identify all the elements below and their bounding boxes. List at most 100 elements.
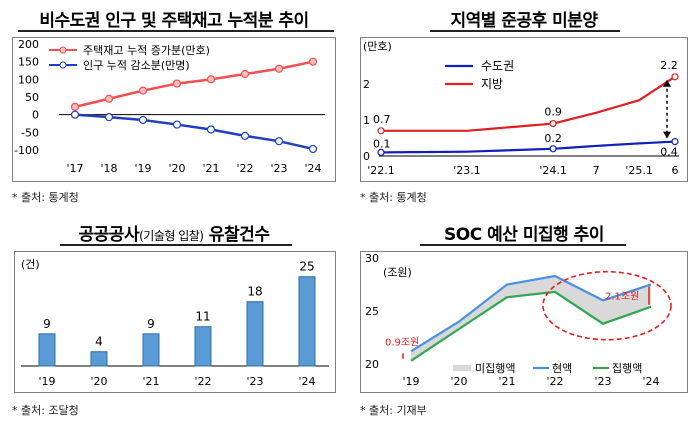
panel-soc-budget: SOC 예산 미집행 추이 30 25 20 (조원) '19 '20 '21 '22 '23 '… [350, 212, 700, 425]
data-point [104, 94, 114, 103]
bar-'21 [142, 333, 160, 367]
panel-failed-bids: 공공공사(기술형 입찰) 유찰건수 (건) 9 '19 4 '20 9 '21 11 '22 18… [0, 212, 350, 425]
bar-value-label: 18 [247, 285, 262, 299]
gap-arrow-head-down [663, 131, 671, 139]
panel2-source: * 출처: 통계청 [360, 191, 427, 204]
legend-label: 집행액 [612, 362, 642, 375]
bar-value-label: 25 [299, 260, 314, 274]
series-line-1 [381, 75, 676, 132]
x-tick-label: '21 [498, 375, 515, 388]
data-point [206, 125, 216, 134]
y-tick-label: 150 [18, 56, 39, 69]
panel3-title-main-a: 공공공사 [78, 225, 140, 245]
x-tick-label: '20 [450, 375, 467, 388]
y-tick-label: 1 [363, 114, 370, 127]
x-tick-label: '19 [38, 375, 55, 388]
y-tick-label: 20 [365, 358, 379, 371]
legend-label: 미집행액 [475, 362, 515, 375]
data-point [70, 110, 80, 119]
series-line-0 [74, 60, 314, 109]
bar-value-label: 9 [43, 317, 51, 331]
y-tick-label: 30 [365, 252, 379, 265]
x-tick-label: '23.1 [453, 164, 481, 177]
panel3-source: * 출처: 조달청 [12, 404, 79, 417]
data-point [671, 137, 679, 146]
x-tick-label: '22 [236, 162, 253, 175]
y-tick-label: 50 [25, 91, 39, 104]
series-line-0 [380, 140, 676, 154]
unspent-area [411, 276, 651, 361]
legend-label: 현액 [552, 362, 572, 375]
bar-'23 [246, 301, 264, 367]
x-tick-label: '18 [100, 162, 117, 175]
data-point [240, 69, 250, 79]
annotation-label: 2.1조원 [605, 290, 639, 302]
panel2-title: 지역별 준공후 미분양 [450, 11, 598, 31]
x-tick-label: 7 [593, 164, 600, 177]
panel4-title: SOC 예산 미집행 추이 [444, 225, 604, 245]
x-tick-label: '21 [142, 375, 159, 388]
data-point [549, 119, 557, 128]
y-tick-label: -100 [14, 144, 39, 157]
bar-'19 [38, 333, 56, 367]
panel1-title-underline [18, 30, 334, 32]
x-tick-label: '23 [270, 162, 287, 175]
panel3-title-main-b: 유찰건수 [208, 225, 270, 245]
chart-soc-budget: 30 25 20 (조원) '19 '20 '21 '22 '23 '24 0.9조원 2.1조원미집… [365, 252, 672, 388]
data-point [104, 113, 114, 122]
legend-label: 수도권 [481, 59, 514, 73]
x-tick-label: '23 [246, 375, 263, 388]
data-label: 0.9 [544, 106, 562, 119]
data-label: 0.1 [373, 137, 391, 150]
panel1-title: 비수도권 인구 및 주택재고 누적분 추이 [39, 11, 309, 31]
data-point [138, 86, 148, 95]
y-tick-label: 2 [363, 78, 370, 91]
bar-value-label: 4 [95, 335, 103, 349]
data-label: 0.2 [544, 132, 562, 145]
highlight-ellipse [542, 270, 672, 341]
panel3-chart-box: (건) 9 '19 4 '20 9 '21 11 '22 18 '23 25 '24 [14, 251, 336, 393]
unit-label: (건) [21, 258, 40, 271]
bar-'22 [194, 326, 212, 367]
y-tick-label: -50 [21, 126, 39, 139]
data-point [172, 120, 182, 129]
x-tick-label: '19 [402, 375, 419, 388]
series-line-1 [74, 113, 314, 151]
data-point [172, 79, 182, 88]
bar-'20 [90, 351, 108, 367]
panel3-title-small: (기술형 입찰) [139, 229, 204, 243]
x-tick-label: '24 [642, 375, 659, 388]
panel4-source: * 출처: 기재부 [360, 404, 427, 417]
x-tick-label: '20 [168, 162, 185, 175]
data-label: 0.4 [660, 146, 678, 159]
data-label: 2.2 [660, 59, 678, 72]
annotation-label: 0.9조원 [385, 336, 419, 348]
legend-marker-0 [59, 46, 67, 54]
legend-label: 지방 [481, 77, 503, 91]
unit-label: (조원) [383, 266, 412, 279]
chart-population-housing: 200 150 100 50 0 -50 -100 '17 '18 '19 '20 '21 '22 '23… [14, 38, 325, 175]
legend-swatch-area [453, 365, 471, 371]
x-tick-label: '23 [594, 375, 611, 388]
bar-value-label: 9 [147, 317, 155, 331]
panel-unsold-housing: 지역별 준공후 미분양 (만호) 2 1 0'22.1 '23.1 '24.1 7 '25.1… [350, 0, 700, 212]
data-point [274, 137, 284, 146]
data-point [206, 75, 216, 84]
series-line-0 [410, 274, 652, 353]
x-tick-label: '24.1 [539, 164, 567, 177]
data-point [138, 115, 148, 125]
x-tick-label: '17 [66, 162, 83, 175]
panel-population-housing: 비수도권 인구 및 주택재고 누적분 추이 200 150 100 50 0 -50 -10… [0, 0, 350, 212]
y-tick-label: 200 [18, 38, 39, 51]
gap-arrow-head-up [663, 79, 671, 87]
data-point [671, 73, 679, 81]
data-point [377, 148, 385, 157]
panel1-source: * 출처: 통계청 [12, 191, 79, 204]
panel2-chart-box: (만호) 2 1 0'22.1 '23.1 '24.1 7 '25.1 6 수도권 지방 0.7 0.1… [360, 37, 688, 182]
panel3-title: 공공공사(기술형 입찰) 유찰건수 [4, 220, 344, 245]
data-point [377, 127, 385, 135]
legend-marker-1 [59, 61, 67, 69]
legend-label: 주택재고 누적 증가분(만호) [83, 44, 210, 57]
data-point [308, 144, 318, 154]
